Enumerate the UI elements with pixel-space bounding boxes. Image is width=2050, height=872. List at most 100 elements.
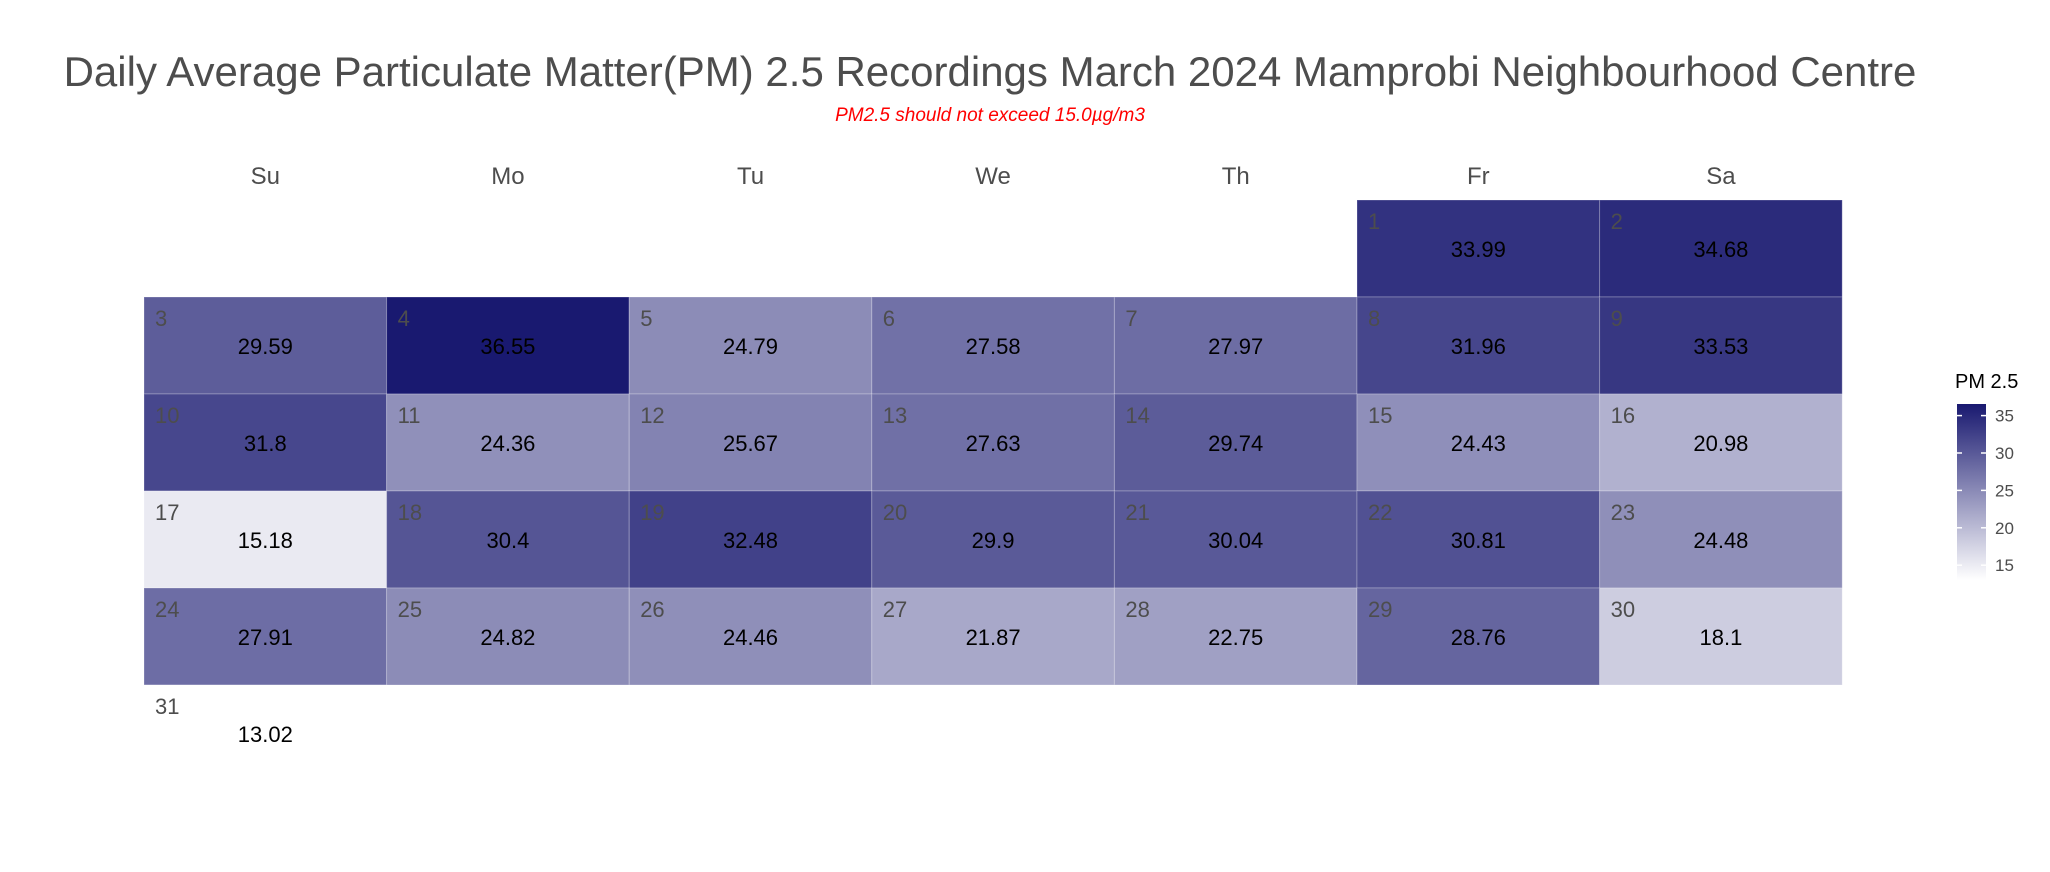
legend-tick-label: 35 — [1995, 407, 2014, 426]
day-cell-fill — [1599, 490, 1843, 589]
day-value-label: 24.43 — [1451, 431, 1506, 456]
day-cell-fill — [628, 393, 873, 492]
weekday-header-row: Su Mo Tu We Th Fr Sa — [251, 163, 1737, 190]
day-number: 20 — [883, 500, 907, 525]
day-value-label: 31.96 — [1451, 334, 1506, 359]
weekday-label: Tu — [737, 163, 764, 190]
day-cell: 19 32.48 — [628, 490, 873, 589]
day-cell-fill — [143, 684, 388, 783]
day-cell: 234.68 — [1599, 199, 1843, 298]
day-number: 27 — [883, 597, 907, 622]
day-cells: 133.99234.68329.59436.55524.79627.58727.… — [143, 199, 1843, 783]
day-cell-fill — [1356, 296, 1601, 395]
day-cell: 31 13.02 — [143, 684, 388, 783]
day-value-label: 24.48 — [1693, 528, 1748, 553]
day-cell-fill — [1113, 587, 1358, 686]
day-value-label: 29.74 — [1208, 431, 1263, 456]
day-number: 19 — [640, 500, 664, 525]
legend-ticks: 15 20 25 30 35 — [1957, 407, 2014, 575]
day-number: 10 — [155, 403, 179, 428]
day-number: 18 — [398, 500, 422, 525]
day-cell-fill — [628, 490, 873, 589]
day-number: 31 — [155, 694, 179, 719]
day-number: 25 — [398, 597, 422, 622]
legend-colorbar — [1957, 404, 1986, 580]
day-cell: 11 24.36 — [386, 393, 630, 492]
day-cell: 329.59 — [143, 296, 388, 395]
day-cell-fill — [1599, 587, 1843, 686]
day-cell-fill — [143, 587, 388, 686]
day-cell-fill — [1113, 393, 1358, 492]
day-cell: 17 15.18 — [143, 490, 388, 589]
weekday-label: We — [975, 163, 1011, 190]
day-cell-fill — [1599, 199, 1843, 298]
day-cell: 12 25.67 — [628, 393, 873, 492]
day-number: 15 — [1368, 403, 1392, 428]
day-value-label: 32.48 — [723, 528, 778, 553]
day-value-label: 29.9 — [972, 528, 1015, 553]
day-value-label: 13.02 — [238, 722, 293, 747]
day-cell: 20 29.9 — [871, 490, 1115, 589]
day-cell: 727.97 — [1113, 296, 1358, 395]
day-number: 7 — [1125, 306, 1137, 331]
day-cell: 627.58 — [871, 296, 1115, 395]
day-number: 28 — [1125, 597, 1149, 622]
day-cell: 21 30.04 — [1113, 490, 1358, 589]
legend-tick-label: 20 — [1995, 519, 2014, 538]
day-number: 3 — [155, 306, 167, 331]
day-cell: 524.79 — [628, 296, 873, 395]
day-cell: 28 22.75 — [1113, 587, 1358, 686]
day-value-label: 27.97 — [1208, 334, 1263, 359]
day-number: 14 — [1125, 403, 1149, 428]
day-cell: 16 20.98 — [1599, 393, 1843, 492]
day-number: 12 — [640, 403, 664, 428]
weekday-label: Sa — [1706, 163, 1736, 190]
day-cell: 22 30.81 — [1356, 490, 1601, 589]
day-value-label: 30.04 — [1208, 528, 1263, 553]
day-cell: 30 18.1 — [1599, 587, 1843, 686]
day-cell-fill — [871, 587, 1115, 686]
day-number: 6 — [883, 306, 895, 331]
weekday-label: Mo — [491, 163, 524, 190]
day-cell: 14 29.74 — [1113, 393, 1358, 492]
day-value-label: 33.99 — [1451, 237, 1506, 262]
day-number: 1 — [1368, 209, 1380, 234]
day-number: 16 — [1611, 403, 1635, 428]
day-value-label: 30.81 — [1451, 528, 1506, 553]
day-number: 24 — [155, 597, 179, 622]
day-number: 22 — [1368, 500, 1392, 525]
day-number: 30 — [1611, 597, 1635, 622]
day-number: 17 — [155, 500, 179, 525]
day-cell: 15 24.43 — [1356, 393, 1601, 492]
day-value-label: 30.4 — [486, 528, 529, 553]
legend-title: PM 2.5 — [1955, 371, 2018, 393]
day-value-label: 27.63 — [966, 431, 1021, 456]
day-value-label: 27.91 — [238, 625, 293, 650]
day-number: 23 — [1611, 500, 1635, 525]
day-cell-fill — [1356, 490, 1601, 589]
day-cell-fill — [1356, 587, 1601, 686]
day-number: 8 — [1368, 306, 1380, 331]
day-cell-fill — [1356, 199, 1601, 298]
day-number: 21 — [1125, 500, 1149, 525]
day-cell-fill — [628, 587, 873, 686]
day-cell-fill — [143, 490, 388, 589]
day-cell: 25 24.82 — [386, 587, 630, 686]
day-cell: 27 21.87 — [871, 587, 1115, 686]
day-value-label: 20.98 — [1693, 431, 1748, 456]
day-value-label: 31.8 — [244, 431, 287, 456]
day-cell: 26 24.46 — [628, 587, 873, 686]
day-number: 5 — [640, 306, 652, 331]
day-cell: 933.53 — [1599, 296, 1843, 395]
day-value-label: 36.55 — [480, 334, 535, 359]
day-value-label: 21.87 — [966, 625, 1021, 650]
day-cell: 29 28.76 — [1356, 587, 1601, 686]
day-number: 13 — [883, 403, 907, 428]
legend-tick-label: 25 — [1995, 481, 2014, 500]
day-cell: 23 24.48 — [1599, 490, 1843, 589]
day-value-label: 25.67 — [723, 431, 778, 456]
day-value-label: 24.36 — [480, 431, 535, 456]
day-cell-fill — [1356, 393, 1601, 492]
day-cell: 133.99 — [1356, 199, 1601, 298]
day-value-label: 24.46 — [723, 625, 778, 650]
